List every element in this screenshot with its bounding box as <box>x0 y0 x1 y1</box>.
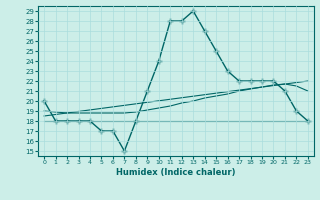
X-axis label: Humidex (Indice chaleur): Humidex (Indice chaleur) <box>116 168 236 177</box>
